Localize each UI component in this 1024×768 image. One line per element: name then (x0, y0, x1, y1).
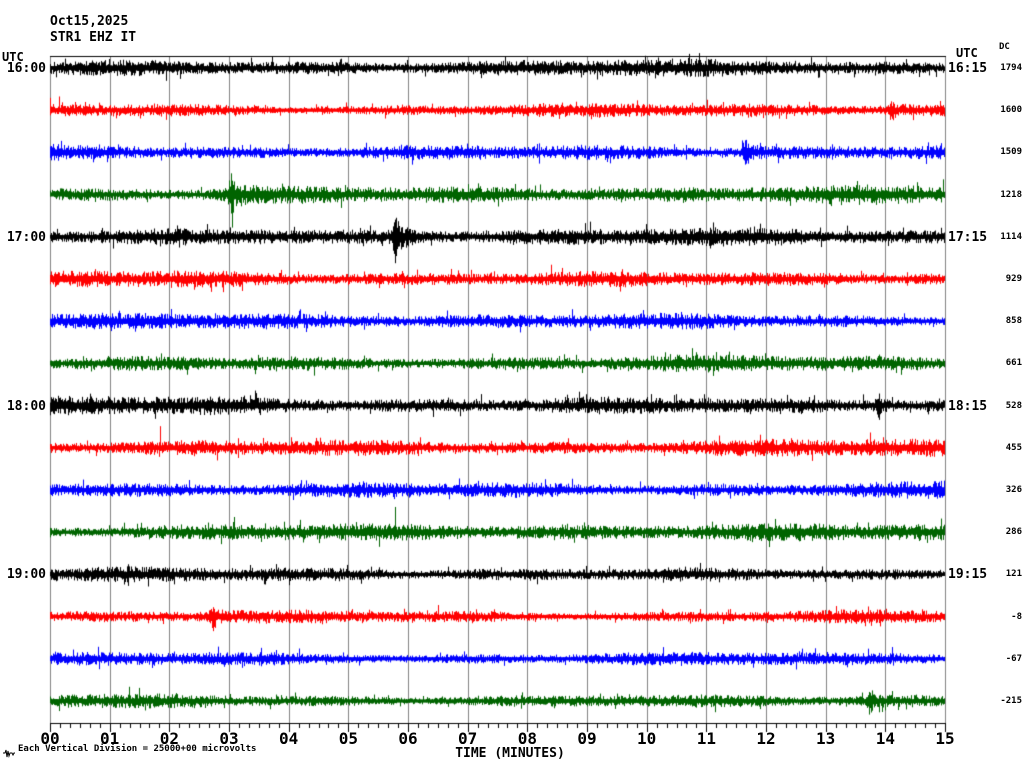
dc-offset-value: 929 (1005, 274, 1022, 284)
dc-offset-value: 1509 (1000, 147, 1022, 158)
dc-offset-value: -67 (1005, 653, 1022, 664)
utc-label-right: UTC (956, 46, 978, 60)
dc-offset-value: 858 (1005, 316, 1022, 327)
dc-offset-value: -8 (1011, 611, 1022, 622)
dc-offset-value: 1114 (1000, 231, 1022, 242)
x-tick-label: 04 (279, 729, 299, 748)
dc-column-header: DC (999, 42, 1010, 52)
dc-offset-value: 528 (1005, 400, 1022, 411)
plot-title-station: STR1 EHZ IT (50, 30, 137, 45)
x-tick-label: 08 (517, 729, 537, 748)
x-tick-label: 13 (816, 729, 836, 748)
left-time-label: 16:00 (6, 61, 46, 76)
right-time-label: 16:15 (948, 61, 988, 76)
x-tick-label: 07 (458, 729, 478, 748)
seismogram-logo-icon (3, 749, 15, 758)
dc-offset-value: 121 (1005, 569, 1022, 580)
dc-offset-value: 326 (1005, 485, 1022, 495)
x-tick-label: 03 (219, 729, 239, 748)
dc-offset-value: 1600 (1000, 105, 1022, 116)
utc-label-left: UTC (2, 50, 24, 64)
left-time-label: 19:00 (6, 567, 46, 583)
right-time-label: 18:15 (948, 398, 988, 414)
left-time-label: 18:00 (6, 398, 46, 414)
dc-offset-value: 1794 (1000, 63, 1022, 73)
x-tick-label: 12 (756, 729, 776, 748)
dc-offset-value: 455 (1005, 442, 1022, 453)
dc-offset-value: 661 (1005, 358, 1022, 369)
dc-offset-value: 286 (1005, 527, 1022, 538)
x-tick-label: 10 (637, 729, 657, 748)
x-tick-label: 02 (159, 729, 179, 748)
vertical-division-note: Each Vertical Division = 25000+00 microv… (18, 744, 257, 754)
dc-offset-value: 1218 (1000, 189, 1022, 200)
left-time-label: 17:00 (6, 229, 46, 245)
x-tick-label: 06 (398, 729, 418, 748)
x-tick-label: 14 (875, 729, 895, 748)
x-tick-label: 11 (696, 729, 716, 748)
x-axis-title: TIME (MINUTES) (455, 746, 565, 761)
plot-title-date: Oct15,2025 (50, 14, 129, 29)
x-tick-label: 09 (577, 729, 597, 748)
right-time-label: 17:15 (948, 229, 988, 245)
dc-offset-value: -215 (1000, 696, 1022, 706)
x-tick-label: 15 (935, 729, 955, 748)
x-tick-label: 00 (40, 729, 60, 748)
x-tick-label: 01 (100, 729, 120, 748)
x-tick-label: 05 (338, 729, 358, 748)
right-time-label: 19:15 (948, 567, 988, 583)
